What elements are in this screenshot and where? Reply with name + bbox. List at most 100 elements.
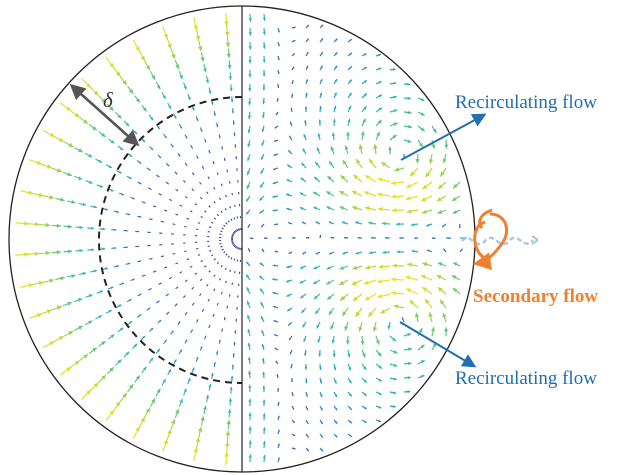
delta-label: δ xyxy=(103,88,114,112)
velocity-vector-head xyxy=(334,92,337,96)
velocity-vector-head xyxy=(377,177,383,182)
velocity-vector-head xyxy=(392,135,397,139)
velocity-vector-head xyxy=(406,209,412,214)
velocity-vector-head xyxy=(185,136,188,139)
velocity-vector-head xyxy=(317,133,321,137)
velocity-vector-head xyxy=(149,231,151,234)
velocity-vector xyxy=(233,230,236,233)
velocity-vector-head xyxy=(304,120,307,123)
velocity-vector-head xyxy=(364,206,370,211)
velocity-vector-head xyxy=(313,295,318,300)
velocity-vector-head xyxy=(342,251,346,255)
velocity-vector-head xyxy=(133,343,138,348)
velocity-vector-head xyxy=(115,71,121,77)
velocity-vector-head xyxy=(378,94,382,98)
velocity-vector-head xyxy=(196,118,199,122)
velocity-vector-head xyxy=(58,137,64,142)
velocity-vector-head xyxy=(303,134,307,138)
velocity-vector-head xyxy=(277,415,280,418)
velocity-vector-head xyxy=(288,323,291,326)
velocity-vector-head xyxy=(319,92,323,96)
velocity-vector-head xyxy=(273,153,276,156)
velocity-vector-head xyxy=(289,337,292,341)
velocity-vector-head xyxy=(171,145,174,148)
velocity-vector-head xyxy=(377,279,382,284)
velocity-vector-head xyxy=(301,162,305,167)
velocity-vector-head xyxy=(348,366,351,371)
velocity-vector-head xyxy=(378,207,383,212)
velocity-vector-head xyxy=(399,237,402,240)
velocity-vector-head xyxy=(150,357,154,362)
velocity-vector-head xyxy=(116,210,119,213)
velocity-vector xyxy=(213,217,217,220)
velocity-vector-head xyxy=(227,409,232,413)
velocity-vector xyxy=(234,245,238,249)
velocity-vector-head xyxy=(109,410,114,415)
velocity-vector-head xyxy=(127,213,131,216)
velocity-vector-head xyxy=(246,287,250,291)
velocity-vector-head xyxy=(431,144,436,149)
velocity-vector-head xyxy=(160,244,163,246)
velocity-vector xyxy=(220,291,223,295)
velocity-vector-head xyxy=(171,330,174,333)
velocity-vector-head xyxy=(83,354,89,359)
velocity-vector-head xyxy=(300,177,304,181)
velocity-vector xyxy=(209,226,212,229)
recirculating-lower-arrow xyxy=(399,321,477,368)
velocity-vector-head xyxy=(247,356,251,361)
velocity-vector-head xyxy=(248,454,252,458)
velocity-vector-head xyxy=(326,280,331,285)
velocity-vector-head xyxy=(364,296,370,301)
velocity-vector-head xyxy=(277,388,279,390)
velocity-vector-head xyxy=(328,310,333,315)
velocity-vector-head xyxy=(224,159,226,161)
velocity-vector-head xyxy=(458,226,461,229)
velocity-vector-head xyxy=(139,182,142,185)
velocity-vector-head xyxy=(200,129,203,132)
velocity-vector xyxy=(199,181,202,185)
velocity-vector-head xyxy=(320,394,323,397)
velocity-vector-head xyxy=(99,290,103,294)
velocity-vector-head xyxy=(368,159,374,164)
velocity-vector-head xyxy=(262,455,266,459)
velocity-vector-head xyxy=(157,126,160,130)
velocity-vector-head xyxy=(339,206,344,210)
velocity-vector xyxy=(213,186,216,190)
velocity-vector-head xyxy=(56,223,61,228)
velocity-vector-head xyxy=(316,324,320,329)
velocity-vector-head xyxy=(67,301,72,306)
velocity-vector xyxy=(233,258,236,261)
velocity-vector-head xyxy=(191,367,195,371)
velocity-vector-head xyxy=(259,197,263,201)
velocity-vector xyxy=(227,220,230,223)
velocity-vector-head xyxy=(248,74,252,78)
velocity-vector-head xyxy=(371,236,374,239)
velocity-vector-head xyxy=(158,155,161,158)
velocity-vector-head xyxy=(426,223,430,227)
velocity-vector xyxy=(213,201,216,204)
velocity-vector-head xyxy=(272,209,276,212)
velocity-vector xyxy=(226,305,229,309)
velocity-vector xyxy=(224,208,227,211)
velocity-vector-head xyxy=(109,367,114,372)
velocity-vector-head xyxy=(378,419,381,423)
velocity-vector-head xyxy=(287,308,290,312)
velocity-vector-head xyxy=(167,164,170,167)
velocity-vector-head xyxy=(247,225,250,228)
velocity-vector-head xyxy=(363,366,367,370)
velocity-vector-head xyxy=(179,75,183,80)
velocity-vector-head xyxy=(230,375,234,379)
velocity-vector-head xyxy=(262,441,266,445)
velocity-vector-head xyxy=(345,340,350,345)
velocity-vector-head xyxy=(218,339,221,342)
velocity-vector-head xyxy=(167,429,172,435)
velocity-vector-head xyxy=(78,176,83,180)
velocity-vector xyxy=(228,294,231,297)
velocity-vector-head xyxy=(246,300,251,305)
velocity-vector-head xyxy=(226,53,231,58)
velocity-vector-head xyxy=(364,191,369,196)
velocity-vector-head xyxy=(407,139,412,143)
velocity-vector xyxy=(184,196,188,199)
velocity-vector-head xyxy=(349,393,352,397)
velocity-vector-head xyxy=(185,312,188,314)
